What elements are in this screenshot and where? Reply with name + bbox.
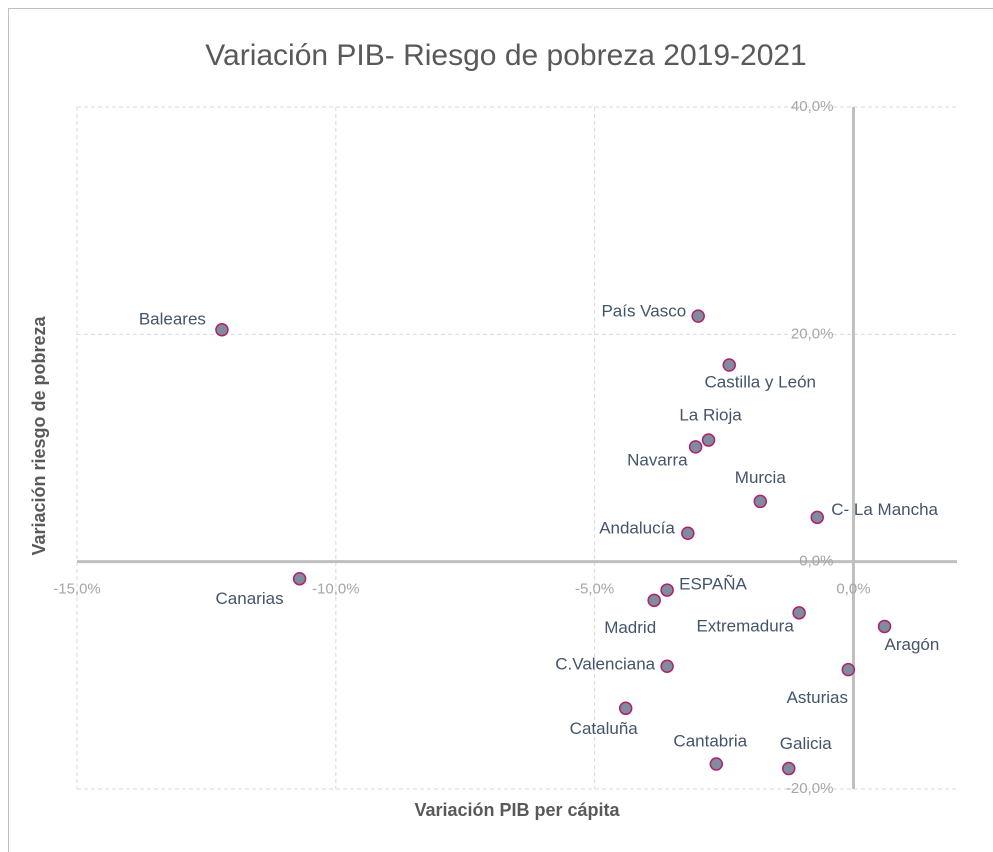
point <box>722 358 736 372</box>
point-label: Castilla y León <box>704 373 816 392</box>
y-tick-label: 40,0% <box>791 98 834 115</box>
point <box>292 571 307 586</box>
x-tick-label: -15,0% <box>53 581 101 598</box>
point-label: Baleares <box>139 309 206 328</box>
point <box>660 583 674 597</box>
x-axis-title: Variación PIB per cápita <box>414 800 620 820</box>
point <box>215 323 229 337</box>
y-tick-label: 20,0% <box>791 325 834 342</box>
point <box>701 433 716 447</box>
point-label: Canarias <box>216 589 284 608</box>
point <box>688 440 703 454</box>
point-label: C.Valenciana <box>555 655 655 674</box>
point <box>792 606 806 620</box>
chart-title: Variación PIB- Riesgo de pobreza 2019-20… <box>205 39 807 72</box>
point-label: Cantabria <box>673 731 747 750</box>
point-label: C- La Mancha <box>831 500 938 519</box>
x-tick-label: 0,0% <box>836 581 870 598</box>
y-tick-label: 0,0% <box>799 553 833 570</box>
point <box>782 761 796 776</box>
point <box>877 619 892 634</box>
point-label: Cataluña <box>570 719 639 738</box>
point <box>841 662 856 677</box>
point <box>709 757 724 771</box>
point <box>647 593 661 608</box>
point-label: La Rioja <box>679 406 742 425</box>
point-label: País Vasco <box>601 302 686 321</box>
point <box>691 309 705 323</box>
y-tick-label: -20,0% <box>786 780 834 797</box>
point <box>753 494 768 509</box>
point <box>681 526 695 540</box>
point-label: Andalucía <box>599 519 675 538</box>
point <box>618 701 633 716</box>
point-label: Galicia <box>780 734 833 753</box>
point-label: Asturias <box>787 688 848 707</box>
point-label: ESPAÑA <box>679 575 747 594</box>
chart-frame <box>8 8 993 852</box>
point-label: Extremadura <box>696 616 794 635</box>
y-axis-title: Variación riesgo de pobreza <box>29 315 49 555</box>
point <box>810 510 824 525</box>
point <box>660 659 674 673</box>
x-tick-label: -10,0% <box>312 581 360 598</box>
point-label: Murcia <box>735 468 787 487</box>
point-label: Navarra <box>627 450 688 469</box>
point-label: Aragón <box>885 635 940 654</box>
point-label: Madrid <box>604 618 656 637</box>
x-tick-label: -5,0% <box>575 581 614 598</box>
